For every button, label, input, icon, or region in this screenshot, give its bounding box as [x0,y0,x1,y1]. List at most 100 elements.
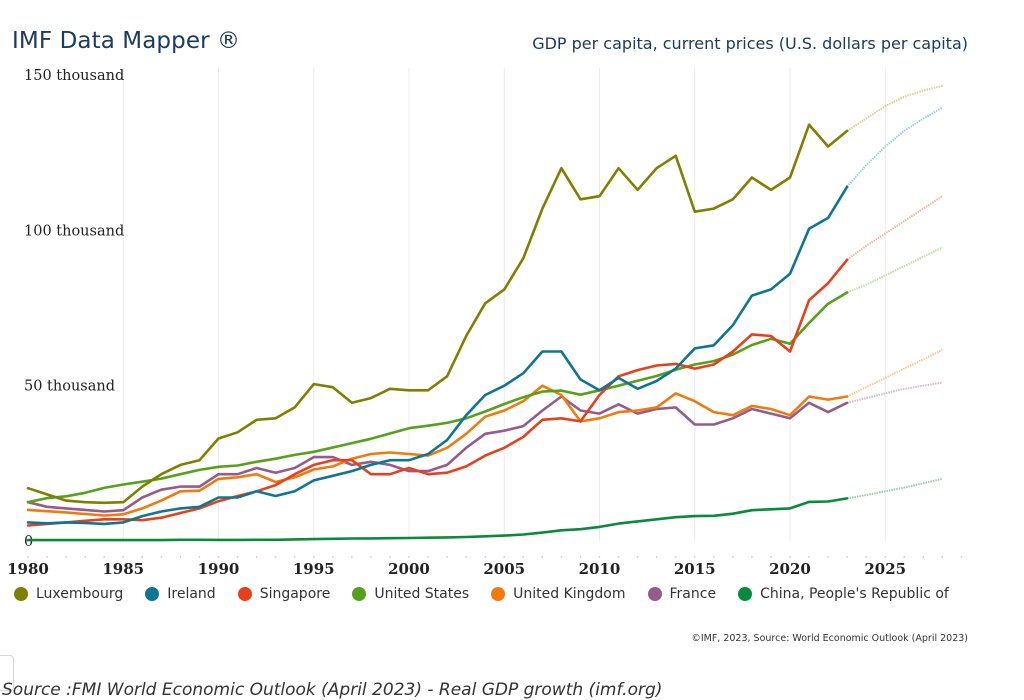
y-tick-label: 150 thousand [24,68,124,84]
x-minor-tick [541,556,544,558]
x-minor-tick [789,556,791,558]
series-projection-china-people-s-republic-of [846,477,943,500]
legend-color-dot-icon [145,587,160,601]
legend-color-dot-icon [491,587,506,601]
x-minor-tick [598,556,601,558]
x-minor-tick [198,556,201,558]
x-minor-tick [674,556,677,558]
line-chart: 0 50 thousand 100 thousand 150 thousand 198… [7,68,963,578]
x-minor-tick [770,556,772,558]
x-tick-label: 2015 [674,560,716,578]
collapse-toggle-button[interactable]: ‹ [0,655,14,691]
series-line-france [26,395,849,513]
x-tick-label: 2025 [864,560,906,578]
x-minor-tick [865,556,867,558]
x-minor-tick [655,556,658,558]
x-minor-tick [179,556,182,558]
chart-title: GDP per capita, current prices (U.S. dol… [532,34,968,53]
x-minor-tick [122,556,125,558]
x-minor-tick [693,556,696,558]
x-minor-tick [903,556,906,558]
x-minor-tick [751,556,753,558]
x-minor-tick [408,556,410,558]
series-line-united-states [26,291,849,504]
x-minor-tick [884,556,887,558]
x-minor-tick [389,556,391,558]
legend-item-china-people-s-republic-of[interactable]: China, People's Republic of [738,586,949,602]
x-minor-tick [636,556,639,558]
x-minor-tick [370,556,372,558]
y-tick-label: 100 thousand [24,223,124,239]
chart-legend: Luxembourg Ireland Singapore United States U… [14,586,971,602]
x-minor-tick [579,556,582,558]
series-lines [26,84,943,542]
series-projection-singapore [846,195,943,261]
series-line-singapore [26,258,849,527]
legend-item-united-kingdom[interactable]: United Kingdom [491,586,626,602]
legend-item-ireland[interactable]: Ireland [145,586,216,602]
series-projection-united-states [846,246,943,294]
x-minor-tick [274,556,277,558]
grid-lines [122,68,886,541]
x-tick-label: 1980 [7,560,49,578]
x-minor-tick [960,556,963,558]
legend-label: France [669,586,717,602]
x-minor-tick [103,556,105,558]
x-minor-tick [160,556,163,558]
source-caption: Source :FMI World Economic Outlook (Apri… [2,680,663,700]
series-projection-france [846,381,943,404]
legend-item-france[interactable]: France [647,586,717,602]
x-tick-label: 2005 [483,560,525,578]
legend-label: Ireland [167,586,216,602]
x-minor-tick [65,556,67,558]
x-minor-tick [560,556,563,558]
x-minor-tick [84,556,86,558]
x-minor-tick [465,556,467,558]
x-minor-tick [293,556,296,558]
x-minor-tick [332,556,334,558]
x-minor-tick [732,556,734,558]
x-minor-tick [941,556,944,558]
y-tick-label: 50 thousand [24,379,115,395]
legend-label: United States [374,586,470,602]
series-line-ireland [26,185,849,526]
series-line-luxembourg [26,123,849,505]
x-minor-tick [141,556,144,558]
legend-item-luxembourg[interactable]: Luxembourg [14,586,123,602]
legend-color-dot-icon [237,587,252,601]
x-minor-tick [484,556,487,558]
legend-color-dot-icon [647,587,662,601]
legend-label: United Kingdom [513,586,626,602]
copyright-credit: ©IMF, 2023, Source: World Economic Outlo… [691,633,968,644]
legend-color-dot-icon [738,587,753,601]
legend-color-dot-icon [352,587,367,601]
x-minor-tick [27,556,29,558]
legend-label: Singapore [259,586,331,602]
x-axis-tick-labels: 1980 1985 1990 1995 2000 2005 2010 2015 2020 2025 [7,556,963,578]
series-projection-luxembourg [846,84,943,132]
x-minor-tick [617,556,620,558]
x-minor-tick [503,556,506,558]
x-minor-tick [351,556,353,558]
x-minor-tick [827,556,829,558]
series-projection-ireland [846,106,943,188]
legend-label: China, People's Republic of [760,586,949,602]
y-axis-tick-labels: 0 50 thousand 100 thousand 150 thousand [24,68,124,550]
x-minor-tick [236,556,239,558]
brand-title: IMF Data Mapper ® [12,28,241,54]
series-line-united-kingdom [26,384,849,517]
y-tick-label: 0 [24,534,33,550]
legend-label: Luxembourg [36,586,124,602]
x-minor-tick [922,556,925,558]
legend-color-dot-icon [14,587,28,601]
legend-item-singapore[interactable]: Singapore [237,586,331,602]
x-minor-tick [312,556,315,558]
x-tick-label: 1995 [293,560,335,578]
x-minor-tick [46,556,48,558]
series-projection-united-kingdom [846,349,943,398]
legend-item-united-states[interactable]: United States [352,586,469,602]
x-minor-tick [446,556,448,558]
x-minor-tick [427,556,429,558]
x-tick-label: 1985 [102,560,144,578]
x-tick-label: 2000 [388,560,430,578]
